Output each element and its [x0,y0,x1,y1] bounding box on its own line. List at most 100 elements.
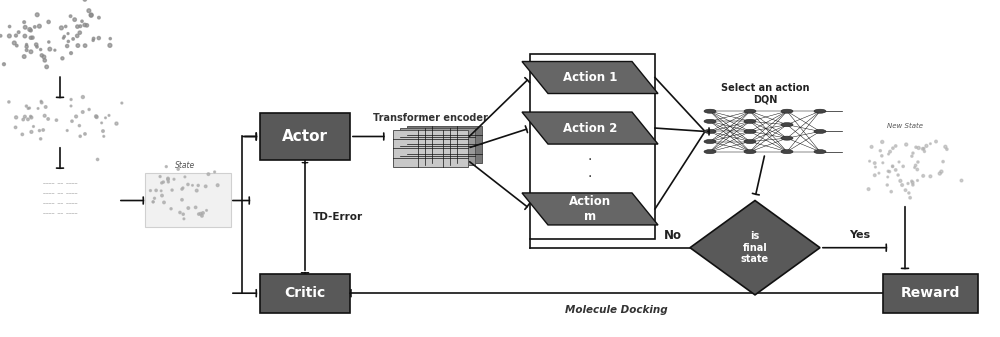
Circle shape [781,109,793,113]
Point [72,30,88,35]
Point [154,180,170,186]
Point [163,206,179,211]
Point [898,142,914,147]
Bar [260,274,350,313]
Point [91,35,107,41]
Circle shape [704,150,716,154]
Point [71,123,87,128]
Text: ·
·: · · [588,153,592,184]
Point [25,35,41,40]
Point [41,19,57,25]
Point [8,33,24,38]
Circle shape [744,129,756,133]
Text: Yes: Yes [849,229,871,240]
Point [70,43,86,48]
Point [207,169,223,175]
Point [164,187,180,193]
Text: ~~~~ ~~ ~~~~: ~~~~ ~~ ~~~~ [43,191,77,196]
Bar [530,54,655,239]
Point [60,31,76,36]
Point [190,183,206,188]
Circle shape [744,109,756,113]
Text: is
final
state: is final state [741,231,769,264]
Point [911,145,927,151]
Bar [406,126,482,163]
Point [8,125,24,130]
Point [22,27,38,32]
Point [897,187,913,193]
Point [867,164,883,170]
Point [48,118,64,123]
Point [89,114,105,120]
Point [152,174,168,179]
Point [14,132,30,137]
Circle shape [781,136,793,140]
Point [11,30,27,35]
Circle shape [704,140,716,144]
Text: Reward: Reward [900,286,960,300]
Point [880,174,896,180]
Point [908,163,924,168]
Point [922,174,938,179]
Point [864,144,880,150]
Point [885,164,901,170]
Point [18,103,34,109]
Point [910,159,926,165]
Point [53,25,69,31]
Point [145,199,161,205]
Point [170,166,186,172]
Point [77,22,93,28]
Point [96,134,112,139]
Point [17,25,33,30]
Point [77,0,93,2]
Text: Actor: Actor [282,129,328,144]
Point [102,36,118,41]
Point [79,23,95,28]
Point [21,105,37,111]
Point [180,182,196,187]
Point [23,129,39,134]
Point [148,188,164,193]
Point [928,139,944,144]
Point [874,153,890,158]
Circle shape [704,109,716,113]
Point [894,182,910,188]
Point [892,178,908,184]
Point [33,47,49,52]
Point [25,124,41,129]
Point [932,171,948,176]
Point [75,94,91,100]
Point [39,64,55,69]
Point [90,157,106,162]
Circle shape [744,119,756,123]
Point [101,113,117,118]
Point [160,176,176,181]
Point [158,164,174,169]
Point [69,33,85,38]
Point [922,141,938,146]
Point [15,117,31,122]
Point [908,145,924,150]
Point [901,190,917,196]
Circle shape [814,129,826,133]
Point [20,106,36,111]
Point [885,163,901,169]
Point [16,54,32,59]
Point [17,114,33,119]
Point [194,213,210,219]
Point [63,103,79,109]
Point [19,44,35,49]
Text: Molecule Docking: Molecule Docking [565,305,668,315]
Point [195,210,211,216]
Point [166,177,182,182]
Point [902,195,918,201]
Circle shape [781,123,793,127]
Point [91,15,107,20]
Point [916,149,932,154]
Point [23,28,39,33]
Point [867,173,883,178]
Point [890,172,906,178]
Point [20,117,36,122]
Text: TD-Error: TD-Error [313,212,363,222]
Point [54,56,70,61]
